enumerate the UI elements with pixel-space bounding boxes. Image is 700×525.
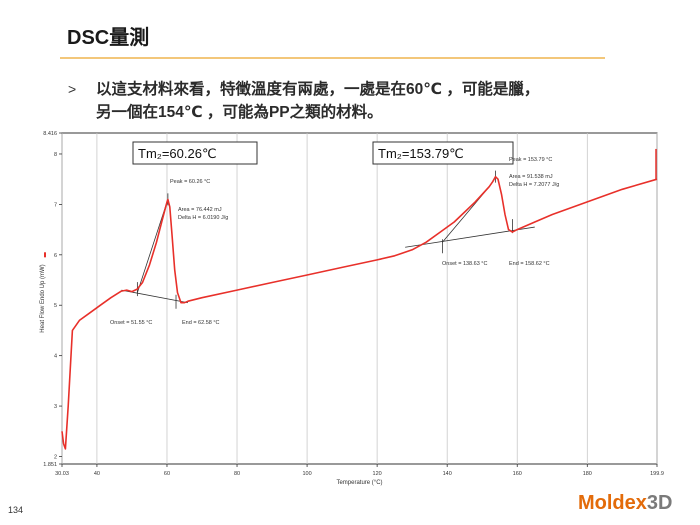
y-tick-label: 7 bbox=[54, 202, 57, 208]
moldex3d-logo: Moldex3D bbox=[578, 492, 672, 515]
peak1-label: Tm₂=60.26℃ bbox=[138, 146, 217, 161]
y-tick-label: 4 bbox=[54, 354, 57, 360]
peak1-deltah-label: Delta H = 6.0190 J/g bbox=[178, 215, 228, 221]
y-tick-label: 3 bbox=[54, 404, 57, 410]
x-tick-label: 60 bbox=[164, 471, 170, 477]
x-tick-label: 199.9 bbox=[650, 471, 664, 477]
peak1-label-box bbox=[132, 141, 258, 165]
bullet-text: 以這支材料來看，特徵溫度有兩處，一處是在60℃ ，可能是臘， 另一個在154℃ … bbox=[96, 78, 656, 124]
y-tick-label: 8 bbox=[54, 152, 57, 158]
y-axis-label: Heat Flow Endo Up (mW) bbox=[40, 264, 46, 332]
x-tick-label: 160 bbox=[513, 471, 522, 477]
y-tick-label: 1.851 bbox=[43, 462, 57, 468]
x-axis-label: Temperature (°C) bbox=[336, 480, 382, 486]
peak1-end-label: End = 62.58 °C bbox=[182, 320, 220, 326]
peak2-end-label: End = 158.62 °C bbox=[509, 261, 550, 267]
x-tick-label: 100 bbox=[302, 471, 311, 477]
y-tick-label: 5 bbox=[54, 303, 57, 309]
x-tick-label: 180 bbox=[583, 471, 592, 477]
peak1-peak-label: Peak = 60.26 °C bbox=[170, 179, 210, 185]
peak2-baseline bbox=[405, 226, 535, 248]
bullet-line-2: 另一個在154℃ ，可能為PP之類的材料。 bbox=[96, 104, 383, 121]
heat-flow-curve bbox=[61, 175, 658, 450]
peak2-label-box bbox=[372, 141, 514, 165]
bullet-line-1: 以這支材料來看，特徵溫度有兩處，一處是在60℃ ，可能是臘， bbox=[96, 81, 540, 98]
peak2-deltah-label: Delta H = 7.2077 J/g bbox=[509, 182, 559, 188]
y-tick-label: 6 bbox=[54, 253, 57, 259]
peak1-onset-label: Onset = 51.55 °C bbox=[110, 320, 152, 326]
plot-frame bbox=[61, 132, 658, 465]
x-tick-label: 30.03 bbox=[55, 471, 69, 477]
y-tick-label: 2 bbox=[54, 454, 57, 460]
peak2-label: Tm₂=153.79℃ bbox=[378, 146, 464, 161]
y-tick-label: 8.416 bbox=[43, 131, 57, 137]
x-tick-label: 40 bbox=[94, 471, 100, 477]
x-tick-label: 120 bbox=[373, 471, 382, 477]
bullet-marker: > bbox=[68, 81, 77, 97]
peak1-area-label: Area = 76.442 mJ bbox=[178, 207, 222, 213]
peak1-baseline bbox=[121, 289, 189, 304]
x-tick-label: 140 bbox=[443, 471, 452, 477]
slide-title: DSC量測 bbox=[67, 27, 150, 49]
logo-text-moldex: Moldex bbox=[578, 492, 647, 514]
logo-text-3d: 3D bbox=[646, 492, 673, 514]
x-tick-label: 80 bbox=[234, 471, 240, 477]
peak2-peak-label: Peak = 153.79 °C bbox=[509, 157, 552, 163]
peak2-area-label: Area = 91.538 mJ bbox=[509, 174, 553, 180]
title-underline bbox=[60, 57, 605, 59]
page-number: 134 bbox=[8, 505, 24, 515]
peak2-onset-label: Onset = 138.63 °C bbox=[442, 261, 487, 267]
